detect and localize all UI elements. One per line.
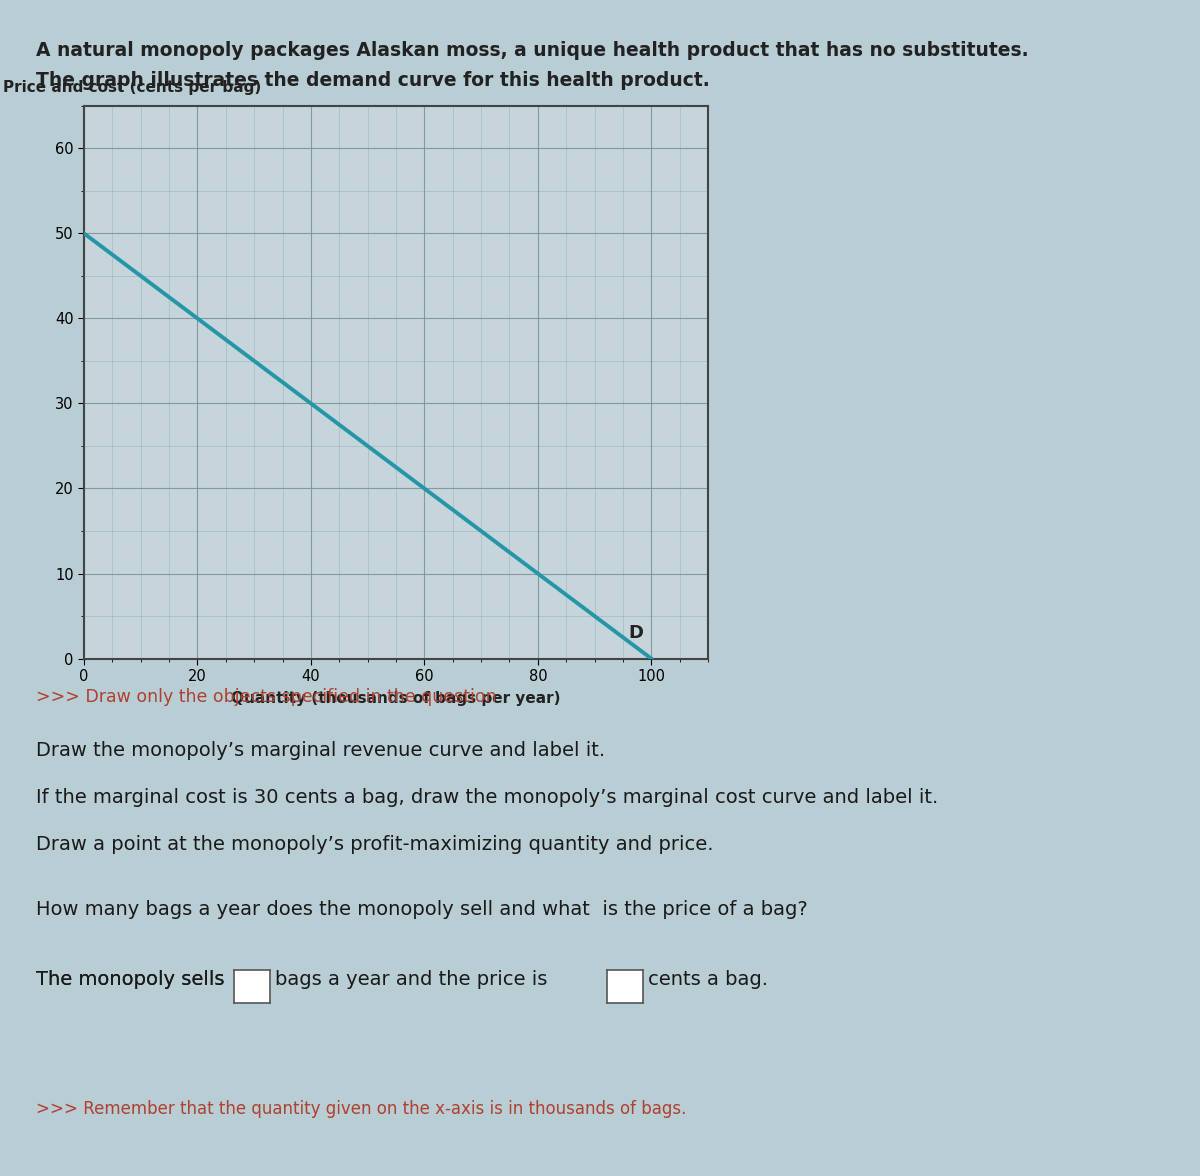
Text: Draw the monopoly’s marginal revenue curve and label it.: Draw the monopoly’s marginal revenue cur… <box>36 741 605 760</box>
Text: >>> Remember that the quantity given on the x-axis is in thousands of bags.: >>> Remember that the quantity given on … <box>36 1100 686 1117</box>
Text: >>> Draw only the objects specified in the question: >>> Draw only the objects specified in t… <box>36 688 497 706</box>
Text: Price and cost (cents per bag): Price and cost (cents per bag) <box>2 80 262 95</box>
Text: The monopoly sells: The monopoly sells <box>36 970 224 989</box>
Text: Draw a point at the monopoly’s profit-maximizing quantity and price.: Draw a point at the monopoly’s profit-ma… <box>36 835 714 854</box>
Text: A natural monopoly packages Alaskan moss, a unique health product that has no su: A natural monopoly packages Alaskan moss… <box>36 41 1028 60</box>
Text: The monopoly sells: The monopoly sells <box>36 970 224 989</box>
X-axis label: Quantity (thousands of bags per year): Quantity (thousands of bags per year) <box>232 691 560 706</box>
Text: If the marginal cost is 30 cents a bag, draw the monopoly’s marginal cost curve : If the marginal cost is 30 cents a bag, … <box>36 788 938 807</box>
Text: bags a year and the price is: bags a year and the price is <box>275 970 547 989</box>
Text: cents a bag.: cents a bag. <box>648 970 768 989</box>
Text: The graph illustrates the demand curve for this health product.: The graph illustrates the demand curve f… <box>36 71 709 89</box>
Text: D: D <box>629 623 643 642</box>
Text: How many bags a year does the monopoly sell and what  is the price of a bag?: How many bags a year does the monopoly s… <box>36 900 808 918</box>
